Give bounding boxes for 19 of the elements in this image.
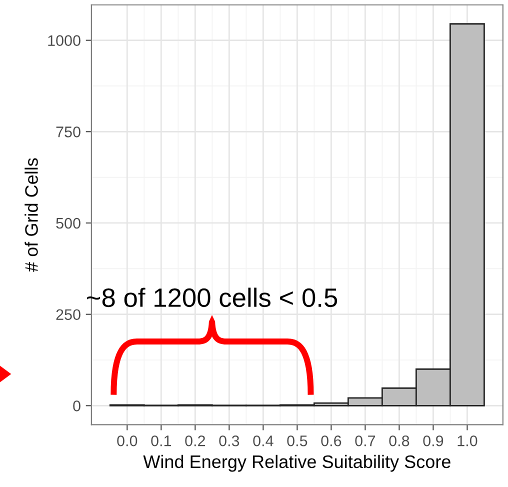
x-axis-title: Wind Energy Relative Suitability Score [143, 454, 450, 472]
y-tick-label: 1000 [48, 35, 80, 46]
annotation: ~8 of 1200 cells < 0.5 [87, 288, 338, 308]
x-tick-label: 0.5 [287, 435, 308, 446]
x-tick-label: 0.8 [389, 435, 410, 446]
x-tick-label: 0.1 [151, 435, 172, 446]
x-tick-label: 0.7 [355, 435, 376, 446]
y-axis-title: # of Grid Cells [24, 158, 38, 272]
y-tick-label: 250 [56, 309, 80, 320]
y-tick-label: 750 [56, 126, 80, 138]
x-tick-label: 0.9 [423, 435, 444, 446]
x-tick-label: 0.6 [321, 435, 342, 446]
y-tick-label: 0 [73, 400, 80, 412]
x-tick-label: 0.2 [185, 435, 206, 446]
x-tick-label: 0.4 [253, 435, 274, 446]
x-tick-label: 1.0 [458, 435, 478, 446]
x-tick-label: 0.3 [219, 435, 240, 446]
x-tick-label: 0.0 [117, 435, 138, 446]
y-tick-label: 500 [56, 218, 80, 229]
